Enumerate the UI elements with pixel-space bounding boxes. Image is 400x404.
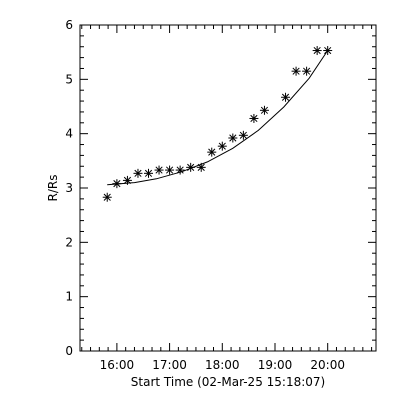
data-point: [281, 92, 291, 102]
fit-curve: [107, 50, 329, 186]
data-point: [312, 46, 322, 56]
data-point: [186, 162, 196, 172]
data-point: [302, 66, 312, 76]
x-tick-label: 16:00: [100, 358, 135, 372]
y-tick-label: 0: [65, 344, 73, 358]
data-points-layer: [102, 46, 333, 202]
y-tick-label: 3: [65, 181, 73, 195]
data-point: [238, 130, 248, 140]
data-point: [217, 141, 227, 151]
y-tick-label: 4: [65, 127, 73, 141]
y-axis-ticks: [80, 24, 376, 352]
x-tick-label: 20:00: [310, 358, 345, 372]
x-axis-tick-labels: 16:00 17:00 18:00 19:00 20:00: [100, 358, 345, 372]
x-axis-label: Start Time (02-Mar-25 15:18:07): [131, 375, 325, 389]
y-axis-label: R/Rs: [46, 175, 60, 202]
data-point: [165, 165, 175, 175]
data-point: [249, 113, 259, 123]
data-point: [196, 162, 206, 172]
data-point: [323, 46, 333, 56]
data-point: [207, 147, 217, 157]
y-tick-label: 2: [65, 235, 73, 249]
data-point: [122, 175, 132, 185]
data-point: [154, 165, 164, 175]
x-tick-label: 18:00: [205, 358, 240, 372]
y-tick-label: 6: [65, 18, 73, 32]
x-axis-ticks: [81, 25, 373, 351]
data-point: [102, 192, 112, 202]
x-tick-label: 17:00: [152, 358, 187, 372]
x-tick-label: 19:00: [258, 358, 293, 372]
data-point: [144, 168, 154, 178]
data-point: [175, 165, 185, 175]
data-point: [228, 133, 238, 143]
data-point: [133, 168, 143, 178]
fit-curve-layer: [107, 50, 329, 186]
data-point: [259, 105, 269, 115]
y-tick-label: 1: [65, 290, 73, 304]
y-tick-label: 5: [65, 72, 73, 86]
data-point: [291, 66, 301, 76]
y-axis-tick-labels: 0 1 2 3 4 5 6: [65, 18, 73, 358]
data-point: [112, 179, 122, 189]
plot-frame-border: [79, 24, 377, 352]
